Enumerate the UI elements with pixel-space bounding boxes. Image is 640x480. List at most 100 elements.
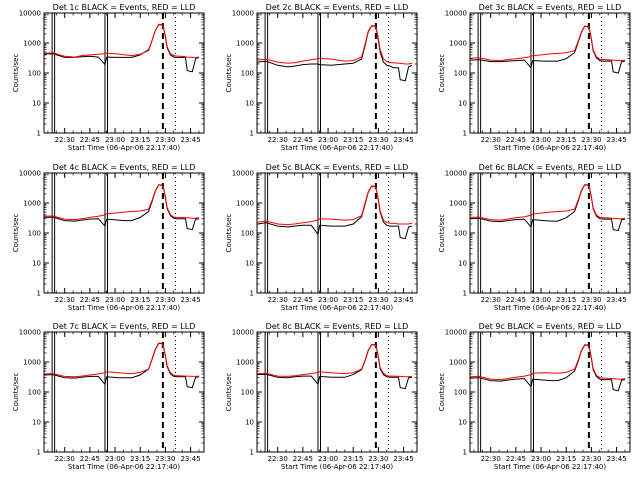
x-axis-label: Start Time (06-Apr-06 22:17:40) <box>281 144 393 152</box>
x-tick-label: 22:30 <box>268 136 288 144</box>
panel: Det 2c BLACK = Events, RED = LLD 1 10 100 10… <box>225 3 418 152</box>
lld-series-line <box>470 344 626 381</box>
panel-title: Det 1c BLACK = Events, RED = LLD <box>53 3 196 12</box>
y-axis-label: Counts/sec <box>438 214 446 253</box>
x-tick-label: 23:00 <box>105 136 125 144</box>
panel: Det 4c BLACK = Events, RED = LLD 1 10 100 10… <box>12 163 205 312</box>
y-tick-label: 10000 <box>19 10 41 18</box>
y-tick-label: 1 <box>37 290 41 298</box>
x-tick-label: 22:30 <box>481 455 501 463</box>
x-axis-label: Start Time (06-Apr-06 22:17:40) <box>281 304 393 312</box>
x-tick-label: 23:30 <box>155 136 175 144</box>
x-axis-label: Start Time (06-Apr-06 22:17:40) <box>494 463 606 471</box>
x-tick-label: 23:15 <box>130 136 150 144</box>
plot-frame <box>43 172 205 294</box>
y-axis-label: Counts/sec <box>12 214 20 253</box>
y-tick-label: 10 <box>32 419 41 427</box>
x-tick-label: 23:00 <box>105 296 125 304</box>
y-tick-label: 1000 <box>449 40 467 48</box>
x-tick-label: 23:00 <box>531 296 551 304</box>
x-tick-label: 22:45 <box>80 136 100 144</box>
x-tick-label: 23:15 <box>343 296 363 304</box>
x-tick-label: 23:15 <box>130 455 150 463</box>
events-series-line <box>470 344 626 392</box>
x-tick-label: 23:30 <box>368 136 388 144</box>
events-series-line <box>44 184 200 231</box>
y-tick-label: 1 <box>37 449 41 457</box>
lld-series-line <box>257 185 413 226</box>
x-tick-label: 22:30 <box>481 296 501 304</box>
x-axis-label: Start Time (06-Apr-06 22:17:40) <box>68 304 180 312</box>
x-tick-label: 22:45 <box>80 296 100 304</box>
x-tick-label: 22:45 <box>506 136 526 144</box>
events-series-line <box>257 185 413 240</box>
x-axis-label: Start Time (06-Apr-06 22:17:40) <box>68 144 180 152</box>
y-tick-label: 1 <box>250 449 254 457</box>
y-tick-label: 1000 <box>23 359 41 367</box>
x-tick-label: 23:30 <box>155 455 175 463</box>
y-axis-label: Counts/sec <box>225 54 233 93</box>
y-tick-label: 1000 <box>236 40 254 48</box>
x-tick-label: 23:30 <box>155 296 175 304</box>
y-tick-label: 10 <box>458 100 467 108</box>
events-series-line <box>44 24 200 73</box>
y-tick-label: 100 <box>454 389 467 397</box>
x-tick-label: 23:00 <box>318 136 338 144</box>
x-axis-label: Start Time (06-Apr-06 22:17:40) <box>281 463 393 471</box>
y-tick-label: 10 <box>245 419 254 427</box>
y-tick-label: 1 <box>250 290 254 298</box>
y-tick-label: 10 <box>32 260 41 268</box>
y-tick-label: 1000 <box>236 359 254 367</box>
y-tick-label: 100 <box>241 230 254 238</box>
x-tick-label: 22:30 <box>55 136 75 144</box>
lld-series-line <box>44 342 200 378</box>
x-tick-label: 23:45 <box>393 296 413 304</box>
x-tick-label: 22:45 <box>293 296 313 304</box>
y-tick-label: 1000 <box>23 40 41 48</box>
x-tick-label: 22:30 <box>55 455 75 463</box>
x-tick-label: 22:45 <box>506 296 526 304</box>
y-axis-label: Counts/sec <box>225 373 233 412</box>
x-tick-label: 23:45 <box>606 136 626 144</box>
y-tick-label: 10000 <box>19 170 41 178</box>
panel: Det 5c BLACK = Events, RED = LLD 1 10 100 10… <box>225 163 418 312</box>
y-tick-label: 1 <box>463 130 467 138</box>
y-tick-label: 10000 <box>19 329 41 337</box>
plot-frame <box>43 331 205 453</box>
x-tick-label: 23:30 <box>368 455 388 463</box>
lld-series-line <box>257 25 413 65</box>
x-tick-label: 23:15 <box>556 136 576 144</box>
y-tick-label: 1 <box>463 449 467 457</box>
panel: Det 7c BLACK = Events, RED = LLD 1 10 100 10… <box>12 322 205 471</box>
x-tick-label: 23:00 <box>318 296 338 304</box>
plot-frame <box>469 12 631 134</box>
panel: Det 6c BLACK = Events, RED = LLD 1 10 100 10… <box>438 163 631 312</box>
x-tick-label: 23:00 <box>105 455 125 463</box>
x-tick-label: 23:45 <box>393 455 413 463</box>
y-tick-label: 10 <box>458 419 467 427</box>
x-tick-label: 23:30 <box>581 136 601 144</box>
y-tick-label: 10000 <box>445 10 467 18</box>
x-tick-label: 23:45 <box>393 136 413 144</box>
y-tick-label: 10 <box>245 260 254 268</box>
y-tick-label: 100 <box>454 70 467 78</box>
y-tick-label: 1 <box>250 130 254 138</box>
x-tick-label: 23:15 <box>556 455 576 463</box>
panel-title: Det 2c BLACK = Events, RED = LLD <box>266 3 409 12</box>
panel-title: Det 7c BLACK = Events, RED = LLD <box>53 322 196 331</box>
y-tick-label: 100 <box>28 70 41 78</box>
x-tick-label: 23:15 <box>343 455 363 463</box>
y-tick-label: 1 <box>37 130 41 138</box>
panel: Det 1c BLACK = Events, RED = LLD 1 10 100 10… <box>12 3 205 152</box>
y-tick-label: 10 <box>458 260 467 268</box>
x-tick-label: 23:15 <box>130 296 150 304</box>
x-tick-label: 23:00 <box>531 136 551 144</box>
x-tick-label: 23:45 <box>606 296 626 304</box>
panel: Det 9c BLACK = Events, RED = LLD 1 10 100 10… <box>438 322 631 471</box>
y-tick-label: 10000 <box>445 329 467 337</box>
x-axis-label: Start Time (06-Apr-06 22:17:40) <box>494 144 606 152</box>
x-tick-label: 23:30 <box>581 455 601 463</box>
y-tick-label: 100 <box>241 389 254 397</box>
y-tick-label: 10000 <box>232 329 254 337</box>
